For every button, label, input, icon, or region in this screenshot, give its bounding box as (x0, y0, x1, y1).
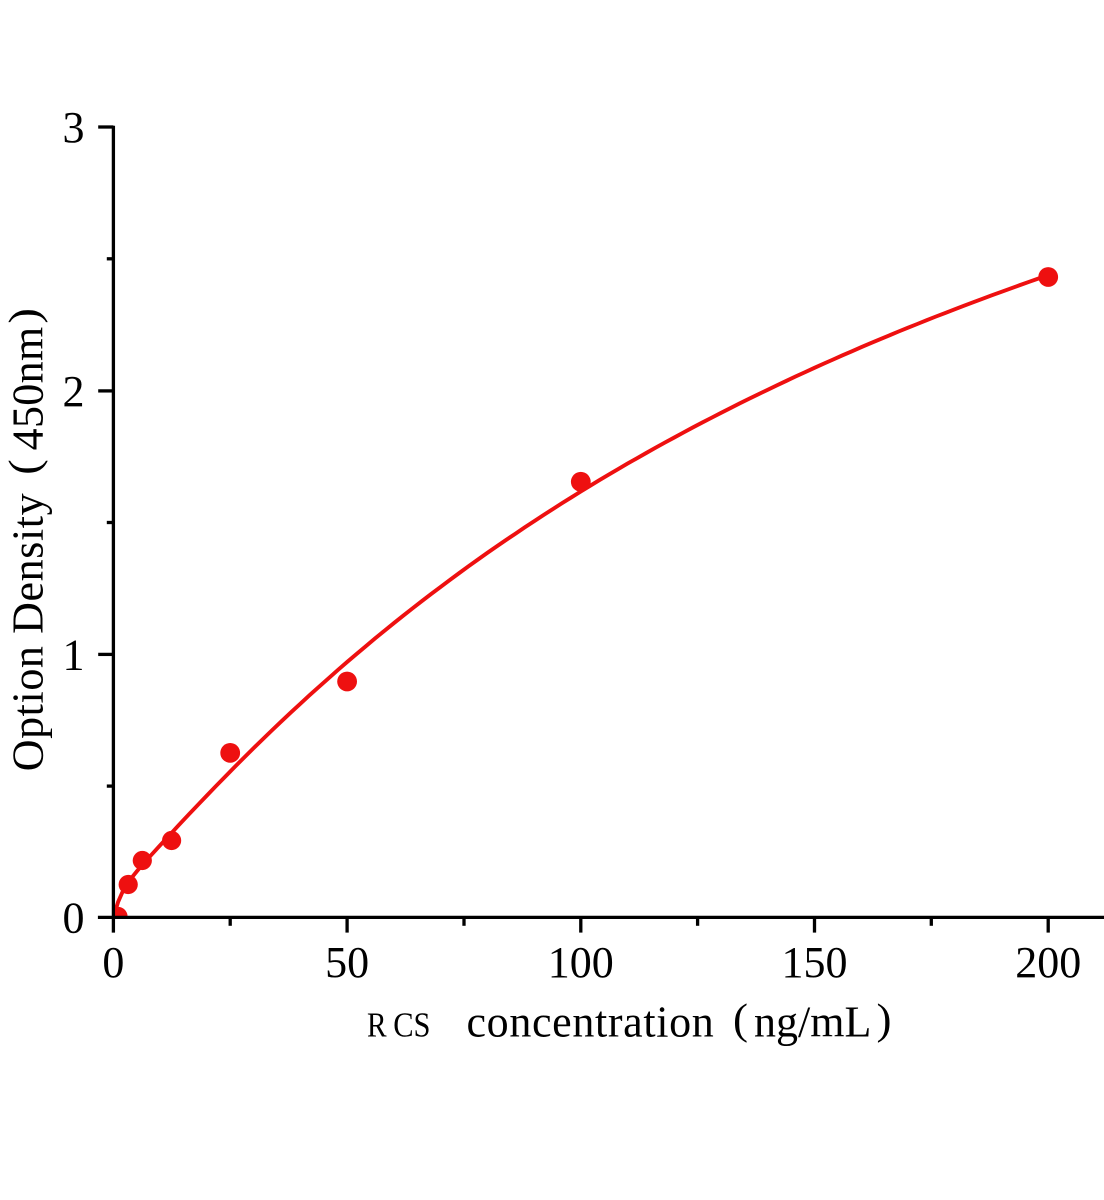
svg-text:3: 3 (63, 103, 85, 152)
svg-text:0: 0 (102, 938, 124, 987)
svg-text:100: 100 (548, 938, 614, 987)
svg-text:50: 50 (325, 938, 369, 987)
svg-text:0: 0 (63, 893, 85, 942)
svg-text:200: 200 (1015, 938, 1081, 987)
svg-text:Option Density(450nm): Option Density(450nm) (0, 308, 52, 771)
svg-text:1: 1 (63, 630, 85, 679)
svg-text:2: 2 (63, 367, 85, 416)
svg-text:150: 150 (782, 938, 848, 987)
